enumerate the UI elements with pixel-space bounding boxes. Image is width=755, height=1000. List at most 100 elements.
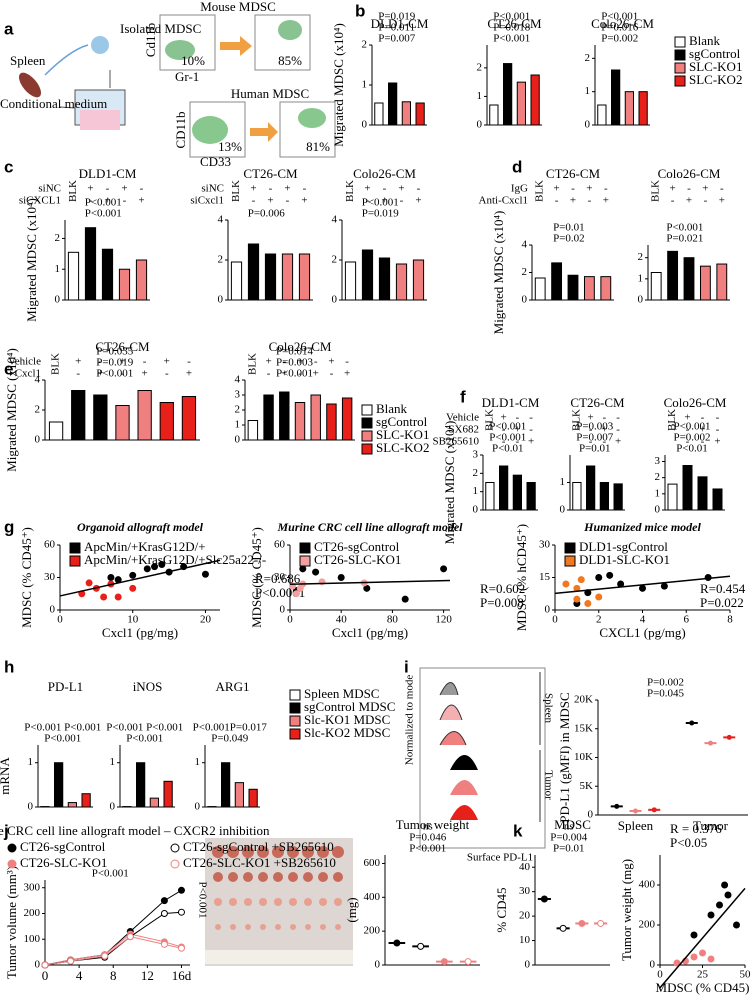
treatment-mark: - [571, 183, 575, 195]
x-tick-label: 6 [684, 614, 690, 626]
bar [230, 261, 243, 301]
panel-label: f [460, 387, 466, 406]
y-axis-label: Tumor weight (mg) [619, 859, 634, 961]
treatment-mark: + [119, 356, 125, 368]
bar [530, 74, 540, 126]
treatment-label: IgG [511, 183, 528, 195]
point [440, 565, 448, 573]
treatment-mark: - [89, 195, 93, 207]
p-value: P<0.001 [276, 368, 313, 380]
treatment-mark: - [529, 424, 533, 436]
marker [177, 886, 185, 894]
treatment-mark: + [603, 195, 609, 207]
x-tick-label: 10 [127, 614, 139, 626]
panel-label: a [4, 19, 14, 38]
blank-label: BLK [246, 353, 258, 375]
legend-label: ApcMin/+KrasG12D/+Slc25a22-/- [84, 552, 266, 567]
y-tick-label: 60 [274, 539, 286, 551]
y-tick-label: 0 [55, 294, 61, 306]
legend-swatch [69, 542, 81, 554]
bar [163, 780, 173, 808]
tumor-photo [302, 846, 314, 858]
bar [401, 101, 411, 126]
stat-label: R=0.454 [700, 581, 746, 596]
p-value: P=0.004 [550, 832, 588, 844]
treatment-mark: + [570, 195, 576, 207]
diagram-label: 13% [218, 139, 242, 154]
point [584, 600, 592, 607]
treatment-mark: + [104, 195, 110, 207]
chart-title: Colo26-CM [591, 16, 654, 31]
legend-swatch [361, 443, 373, 455]
point [724, 891, 732, 899]
treatment-mark: + [164, 356, 170, 368]
treatment-mark: + [684, 412, 690, 424]
tumor-photo [319, 898, 327, 906]
marker [160, 940, 168, 948]
chart-title: CT26-CM [546, 166, 601, 181]
bar [298, 253, 311, 301]
legend-swatch [361, 417, 373, 429]
legend-label: SLC-KO1 [376, 427, 429, 442]
bar [638, 91, 648, 126]
point [595, 593, 603, 601]
legend-label: SLC-KO2 [376, 440, 429, 455]
stat-label: P=0.008 [480, 595, 524, 610]
blank-label: BLK [534, 180, 546, 202]
y-tick-label: 1 [473, 485, 479, 497]
treatment-mark: + [284, 183, 290, 195]
dot [393, 939, 401, 947]
point [151, 563, 159, 571]
tumor-photo [214, 898, 222, 906]
x-tick-label: 0 [552, 614, 558, 626]
treatment-mark: - [400, 195, 404, 207]
chart-title: Colo26-CM [353, 166, 416, 181]
chart-title: CT26-CM [243, 166, 298, 181]
bar [667, 483, 678, 511]
tumor-photo [274, 898, 282, 906]
dot [689, 720, 695, 726]
treatment-mark: - [383, 183, 387, 195]
y-tick-label: 4 [522, 239, 528, 251]
bar [712, 488, 723, 511]
y-axis-label: MDSC (% hCD45⁺) [514, 524, 529, 631]
treatment-mark: + [265, 356, 271, 368]
y-tick-label: 2 [585, 52, 591, 64]
y-axis-label: Migrated MDSC (x10⁴) [24, 198, 39, 322]
diagram-label: Spleen [10, 53, 46, 68]
point [201, 570, 209, 578]
y-axis-label: PD-L1 (gMFI) in MDSC [557, 692, 572, 822]
bar [516, 81, 526, 126]
treatment-mark: - [123, 195, 127, 207]
bar [395, 263, 408, 301]
legend-label: sgControl [689, 46, 741, 61]
bar [234, 782, 244, 808]
treatment-label: Anti-Cxcl1 [479, 195, 529, 207]
treatment-mark: - [298, 368, 302, 380]
axis-label: Surface PD-L1 [467, 852, 533, 864]
bar [388, 82, 398, 126]
x-tick-label: 0 [57, 614, 63, 626]
treatment-mark: + [142, 368, 148, 380]
p-value: P<0.001 P<0.001 [24, 722, 101, 734]
treatment-mark: + [714, 436, 720, 448]
bar [499, 465, 509, 511]
treatment-mark: + [121, 183, 127, 195]
treatment-label: siNC [38, 183, 61, 195]
chart-title: CT26-CM [570, 395, 625, 410]
p-value: P=0.02 [553, 233, 585, 245]
treatment-mark: + [588, 412, 594, 424]
p-value: P=0.01 [579, 443, 611, 455]
p-value: P=0.002 [647, 677, 684, 689]
tumor-photo [212, 846, 224, 858]
tumor-photo [290, 924, 296, 930]
treatment-mark: + [267, 195, 273, 207]
treatment-mark: + [250, 183, 256, 195]
treatment-mark: - [417, 183, 421, 195]
tumor-photo [213, 872, 223, 882]
y-tick-label: 1 [28, 756, 34, 768]
x-tick-label: Tumor [693, 818, 729, 833]
treatment-mark: - [345, 356, 349, 368]
chart-title: MDSC [554, 817, 591, 832]
p-value: P=0.003 [576, 421, 614, 433]
